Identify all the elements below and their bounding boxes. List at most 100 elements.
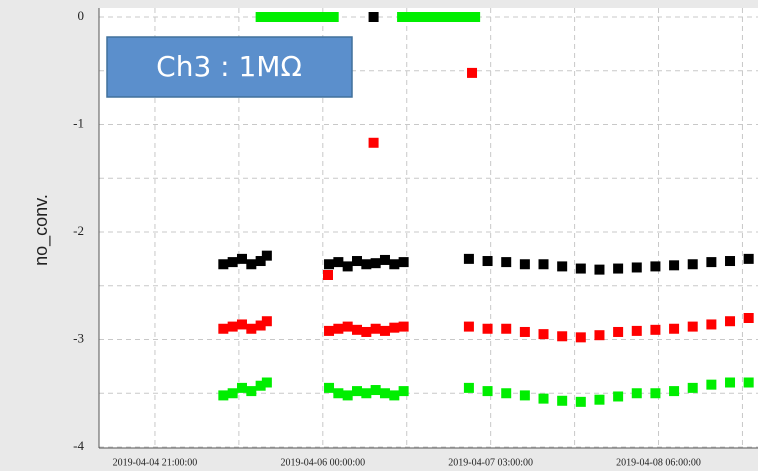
point — [333, 388, 344, 399]
point — [519, 390, 530, 401]
point — [370, 385, 381, 396]
point — [519, 259, 530, 270]
point — [379, 388, 390, 399]
point — [361, 259, 372, 270]
y-tick-label: -4 — [73, 438, 84, 453]
point — [650, 388, 661, 399]
point — [398, 257, 409, 268]
point — [261, 377, 272, 388]
point — [236, 382, 247, 393]
point — [519, 326, 530, 337]
point — [557, 261, 568, 272]
point — [687, 259, 698, 270]
y-tick-label: -2 — [73, 223, 84, 238]
point — [352, 386, 363, 397]
point — [406, 12, 417, 22]
point — [236, 253, 247, 264]
point — [575, 396, 586, 407]
point — [687, 321, 698, 332]
x-tick-label: 2019-04-08 06:00:00 — [616, 457, 701, 468]
point — [389, 322, 400, 333]
point — [706, 257, 717, 268]
point — [725, 377, 736, 388]
point — [246, 323, 257, 334]
point — [227, 257, 238, 268]
point — [482, 386, 493, 397]
point — [255, 256, 266, 267]
point — [398, 386, 409, 397]
point — [361, 326, 372, 337]
point — [557, 395, 568, 406]
point — [302, 12, 313, 22]
point — [324, 325, 335, 336]
annotation: Ch3 : 1MΩ — [156, 50, 302, 83]
point — [594, 264, 605, 275]
point — [538, 329, 549, 340]
point — [320, 12, 331, 22]
point — [333, 257, 344, 268]
point — [706, 379, 717, 390]
point — [370, 258, 381, 269]
point — [470, 12, 481, 22]
point — [218, 390, 229, 401]
point — [255, 320, 266, 331]
point — [631, 388, 642, 399]
point — [669, 260, 680, 271]
point — [538, 393, 549, 404]
point — [613, 391, 624, 402]
point — [246, 386, 257, 397]
point — [397, 12, 408, 22]
point — [342, 321, 353, 332]
point — [352, 324, 363, 335]
point — [322, 270, 333, 280]
point — [669, 386, 680, 397]
y-axis-label: no_conv. — [31, 194, 52, 266]
point — [379, 254, 390, 265]
point — [292, 12, 303, 22]
marks — [218, 12, 754, 407]
point — [463, 382, 474, 393]
point — [261, 316, 272, 327]
point — [557, 331, 568, 342]
point — [743, 313, 754, 323]
point — [227, 321, 238, 332]
point — [443, 12, 454, 22]
point — [575, 263, 586, 274]
point — [255, 380, 266, 391]
point — [283, 12, 294, 22]
point — [467, 67, 478, 78]
point — [368, 12, 379, 22]
point — [613, 263, 624, 274]
point — [389, 259, 400, 270]
point — [379, 325, 390, 336]
point — [631, 262, 642, 273]
point — [501, 257, 512, 268]
point — [501, 323, 512, 334]
x-tick-label: 2019-04-06 00:00:00 — [280, 457, 365, 468]
point — [575, 332, 586, 343]
point — [650, 261, 661, 272]
point — [415, 12, 426, 22]
point — [631, 325, 642, 336]
point — [650, 324, 661, 335]
point — [311, 12, 322, 22]
point — [328, 12, 339, 22]
point — [725, 256, 736, 267]
point — [687, 382, 698, 393]
point — [425, 12, 436, 22]
x-tick-label: 2019-04-07 03:00:00 — [448, 457, 533, 468]
point — [594, 394, 605, 405]
x-tick-label: 2019-04-04 21:00:00 — [113, 457, 198, 468]
y-tick-label: -3 — [73, 330, 84, 345]
point — [342, 390, 353, 401]
point — [246, 259, 257, 270]
y-tick-label: -1 — [73, 115, 84, 130]
point — [398, 321, 409, 332]
point — [482, 256, 493, 267]
point — [368, 137, 379, 148]
point — [361, 388, 372, 399]
point — [434, 12, 445, 22]
point — [706, 319, 717, 330]
point — [236, 319, 247, 330]
